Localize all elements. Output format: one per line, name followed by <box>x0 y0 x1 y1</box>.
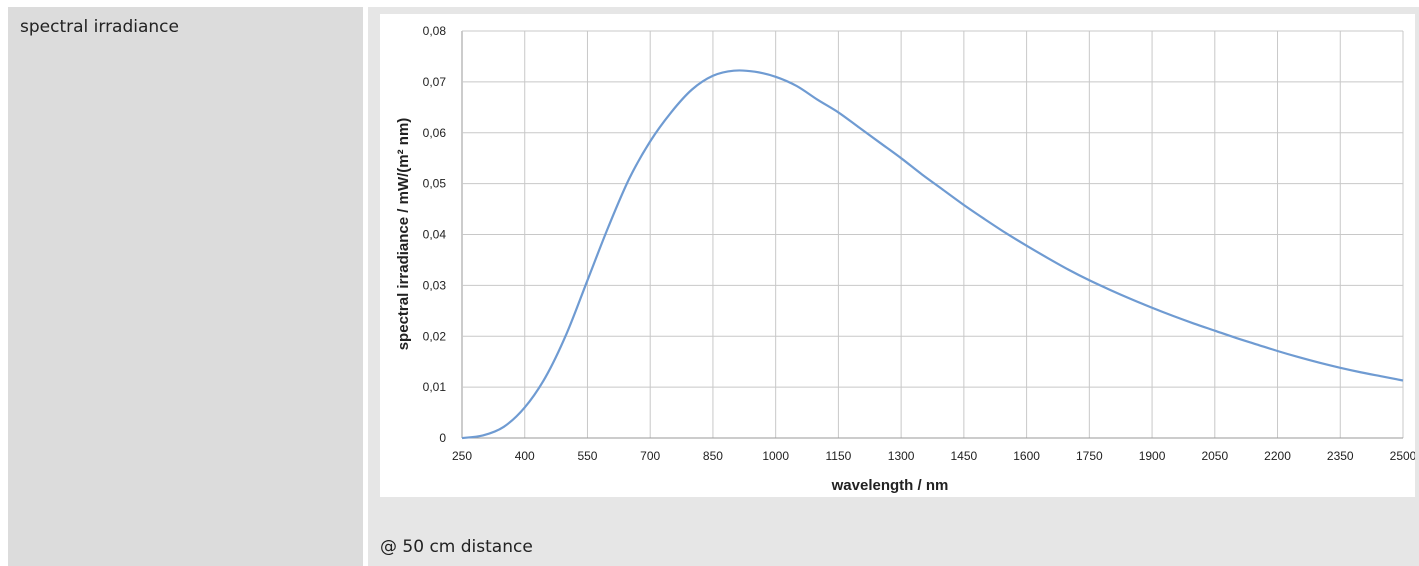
x-tick-label: 400 <box>515 449 535 463</box>
x-tick-label: 700 <box>640 449 660 463</box>
x-tick-label: 1900 <box>1139 449 1166 463</box>
x-axis-label: wavelength / nm <box>831 477 949 494</box>
x-tick-label: 2200 <box>1264 449 1291 463</box>
chart-container: 250 400 550 700 850 1000 1150 1300 1450 1600 1750 1… <box>380 14 1417 497</box>
spectral-irradiance-chart: 250 400 550 700 850 1000 1150 1300 1450 1600 1750 1… <box>395 24 1417 494</box>
x-tick-label: 1300 <box>888 449 915 463</box>
x-tick-label: 1150 <box>825 449 851 463</box>
series-line <box>461 69 1404 440</box>
x-tick-label: 2500 <box>1390 449 1415 463</box>
x-tick-label: 250 <box>452 449 472 463</box>
y-tick-labels: 0 0,01 0,02 0,03 0,04 0,05 0,06 0,07 0,08 <box>423 24 447 445</box>
content-cell: 250 400 550 700 850 1000 1150 1300 1450 1600 1750 1… <box>368 7 1419 566</box>
y-tick-label: 0,05 <box>423 177 447 191</box>
x-tick-label: 1450 <box>951 449 978 463</box>
chart-grid <box>461 30 1404 439</box>
y-tick-label: 0 <box>439 431 446 445</box>
row-label: spectral irradiance <box>20 17 179 37</box>
y-tick-label: 0,02 <box>423 329 447 343</box>
x-tick-label: 2350 <box>1327 449 1354 463</box>
x-tick-label: 1750 <box>1076 449 1103 463</box>
y-tick-label: 0,08 <box>423 24 447 38</box>
y-tick-label: 0,04 <box>423 228 447 242</box>
x-tick-label: 1000 <box>762 449 789 463</box>
row-label-cell: spectral irradiance <box>8 7 363 566</box>
x-tick-label: 2050 <box>1201 449 1228 463</box>
measurement-note: @ 50 cm distance <box>380 537 533 557</box>
x-tick-label: 550 <box>577 449 597 463</box>
y-tick-label: 0,03 <box>423 278 447 292</box>
y-tick-label: 0,01 <box>423 380 447 394</box>
y-tick-label: 0,07 <box>423 75 447 89</box>
x-tick-label: 850 <box>703 449 723 463</box>
y-tick-label: 0,06 <box>423 126 447 140</box>
y-axis-label: spectral irradiance / mW/(m² nm) <box>395 118 412 351</box>
x-tick-label: 1600 <box>1013 449 1040 463</box>
x-tick-labels: 250 400 550 700 850 1000 1150 1300 1450 1600 1750 1… <box>452 449 1417 463</box>
